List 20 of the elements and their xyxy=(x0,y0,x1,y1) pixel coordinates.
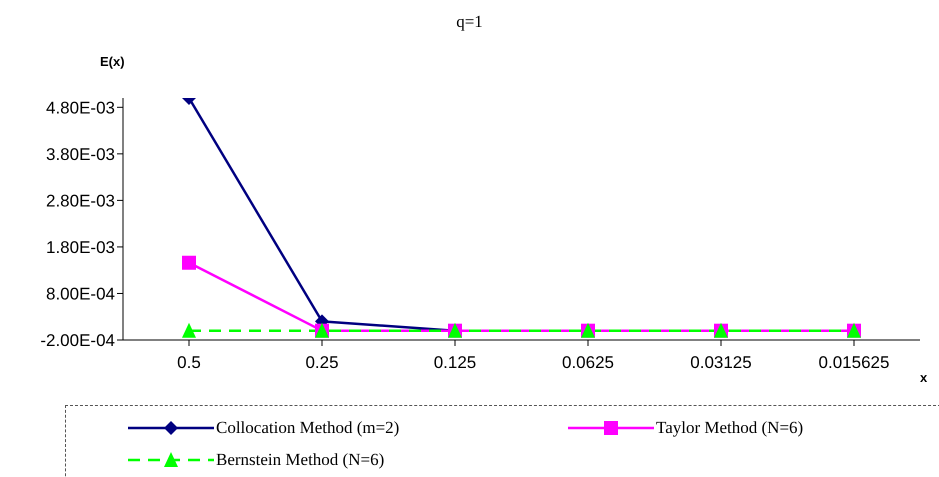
x-tick-label: 0.5 xyxy=(177,353,201,372)
x-tick-label: 0.0625 xyxy=(562,353,614,372)
x-tick-label: 0.03125 xyxy=(690,353,752,372)
y-tick-label: 2.80E-03 xyxy=(46,191,115,210)
legend-label: Collocation Method (m=2) xyxy=(216,418,400,438)
x-axis-title: x xyxy=(920,370,928,385)
legend-label: Bernstein Method (N=6) xyxy=(216,450,384,470)
y-tick-label: -2.00E-04 xyxy=(40,331,115,350)
legend-label: Taylor Method (N=6) xyxy=(656,418,804,438)
y-tick-label: 1.80E-03 xyxy=(46,238,115,257)
x-tick-label: 0.015625 xyxy=(818,353,890,372)
point xyxy=(182,322,196,338)
chart-title: q=1 xyxy=(455,12,484,32)
x-tick-label: 0.125 xyxy=(434,353,476,372)
y-axis-title: E(x) xyxy=(100,54,125,69)
y-tick-label: 3.80E-03 xyxy=(46,144,115,164)
x-tick-label: 0.25 xyxy=(305,353,339,372)
point xyxy=(182,256,196,270)
y-tick-label: 8.00E-04 xyxy=(46,284,115,304)
y-tick-label: 4.80E-03 xyxy=(46,98,115,118)
